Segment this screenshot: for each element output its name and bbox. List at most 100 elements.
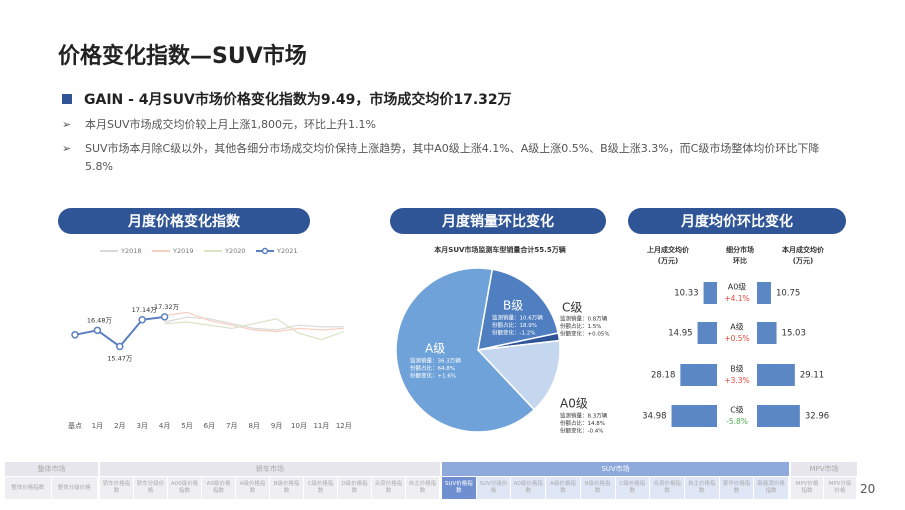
point [160, 313, 169, 321]
data-label: 16.48万 [87, 316, 113, 324]
slice-detail: 份额变化：+0.05% [560, 330, 610, 338]
column-header: (万元) [658, 257, 678, 265]
x-tick-label: 基点 [68, 421, 82, 430]
segment-name: C级 [730, 405, 744, 415]
nav-item[interactable]: 轿车价格指数 [100, 477, 133, 499]
section-pill [628, 208, 846, 234]
x-tick-label: 12月 [336, 422, 352, 430]
pie-slice [477, 268, 560, 351]
x-tick-label: 2月 [114, 422, 125, 430]
column-header: 细分市场 [726, 245, 754, 254]
nav-item[interactable]: A0级价格指数 [202, 477, 235, 499]
nav-item[interactable]: 豪华价格指数 [719, 477, 754, 499]
nav-group: MPV市场 MPV价格指数 MPV分级价格 [791, 462, 857, 499]
slice-label: C级 [562, 301, 582, 315]
bullet: ➢ SUV市场本月除C级以外，其他各细分市场成交均价保持上涨趋势，其中A0级上涨4… [62, 140, 842, 176]
legend-label: Y2018 [120, 247, 142, 255]
nav-group-tab[interactable]: MPV市场 [791, 462, 857, 476]
bullet: ➢ 本月SUV市场成交均价较上月上涨1,800元，环比上升1.1% [62, 116, 842, 134]
nav-item[interactable]: B级价格指数 [580, 477, 615, 499]
nav-item[interactable]: A0级价格指数 [511, 477, 546, 499]
nav-bar: 整体市场 整体价格指数 整体分级价格 轿车市场 轿车价格指数 轿车分级价格 A00级价格指数… [5, 462, 857, 499]
point [138, 316, 146, 324]
slice-detail: 份额变化：+1.6% [410, 372, 456, 380]
slice-detail: 监测销量：8.3万辆 [560, 412, 608, 420]
bar-value: 34.98 [642, 412, 666, 422]
slice-detail: 份额占比：18.9% [492, 321, 537, 329]
bar [703, 282, 717, 304]
slice-label: B级 [503, 299, 523, 313]
change-label: +4.1% [724, 294, 749, 303]
nav-items: SUV价格指数 SUV分级价格 A0级价格指数 A级价格指数 B级价格指数 C级价格指数合… [442, 477, 789, 499]
column-header: 环比 [733, 256, 747, 265]
pie-slice [395, 267, 536, 433]
legend-label: Y2020 [224, 247, 246, 255]
nav-item[interactable]: SUV价格指数 [442, 477, 476, 499]
slice-label: A0级 [560, 397, 588, 411]
nav-item[interactable]: 新能源价格指数 [754, 477, 789, 499]
nav-items: MPV价格指数 MPV分级价格 [791, 477, 857, 499]
legend-label: Y2021 [276, 247, 298, 255]
section-title: 月度销量环比变化 [441, 213, 554, 230]
slice-detail: 监测销量：10.6万辆 [492, 314, 543, 322]
slice-detail: 份额占比：14.8% [560, 419, 605, 427]
nav-item[interactable]: 合资价格指数 [372, 477, 405, 499]
nav-items: 轿车价格指数 轿车分级价格 A00级价格指数 A0级价格指数 A级价格指数 B级价格指数 C… [100, 477, 440, 499]
segment-name: A级 [730, 322, 743, 332]
series-line [164, 311, 344, 333]
column-header: 上月成交均价 [647, 245, 690, 254]
nav-item[interactable]: C级价格指数 [304, 477, 337, 499]
nav-item[interactable]: 合资价格指数 [650, 477, 684, 499]
x-tick-label: 11月 [313, 422, 329, 430]
nav-item[interactable]: D级价格指数 [338, 477, 371, 499]
nav-item[interactable]: 整体分级价格 [51, 477, 97, 499]
nav-item[interactable]: 自主价格指数 [684, 477, 719, 499]
point [116, 342, 124, 351]
bar [757, 282, 771, 304]
nav-item[interactable]: 整体价格指数 [5, 477, 51, 499]
bar-value: 10.33 [674, 289, 698, 299]
bar [757, 322, 777, 344]
nav-item[interactable]: B级价格指数 [270, 477, 303, 499]
series-line [164, 316, 344, 331]
data-label: 15.47万 [107, 354, 133, 362]
series-line [164, 318, 345, 341]
nav-group: 整体市场 整体价格指数 整体分级价格 [5, 462, 98, 499]
slice-detail: 份额变化：-1.2% [492, 329, 535, 337]
nav-group-tab[interactable]: 轿车市场 [100, 462, 440, 476]
nav-item[interactable]: A00级价格指数 [168, 477, 201, 499]
bar-value: 28.18 [651, 371, 675, 381]
x-tick-label: 4月 [159, 422, 170, 430]
pie-title: 本月SUV市场监测车型销量合计55.5万辆 [433, 245, 565, 254]
bar [680, 364, 717, 386]
section-title: 月度价格变化指数 [127, 213, 241, 230]
column-header: (万元) [793, 257, 813, 265]
point [93, 326, 102, 335]
nav-item[interactable]: 轿车分级价格 [134, 477, 167, 499]
nav-item[interactable]: C级价格指数 [615, 477, 650, 499]
nav-group: 轿车市场 轿车价格指数 轿车分级价格 A00级价格指数 A0级价格指数 A级价格指数 B级价… [100, 462, 440, 499]
x-tick-label: 5月 [181, 422, 192, 430]
nav-item[interactable]: A级价格指数 [236, 477, 269, 499]
nav-item[interactable]: 自主价格指数 [406, 477, 439, 499]
nav-item[interactable]: MPV价格指数 [791, 477, 823, 499]
column-header: 本月成交均价 [781, 245, 825, 254]
page-number: 20 [860, 482, 876, 496]
change-label: +0.5% [724, 334, 749, 343]
bullet-text: SUV市场本月除C级以外，其他各细分市场成交均价保持上涨趋势，其中A0级上涨4.… [85, 142, 820, 173]
nav-item[interactable]: A级价格指数 [546, 477, 580, 499]
nav-items: 整体价格指数 整体分级价格 [5, 477, 98, 499]
nav-item[interactable]: MPV分级价格 [824, 477, 856, 499]
nav-group-tab[interactable]: 整体市场 [5, 462, 98, 476]
x-tick-label: 3月 [136, 422, 147, 430]
legend-marker [261, 247, 269, 255]
nav-group-tab[interactable]: SUV市场 [442, 462, 789, 476]
slice-detail: 份额占比：64.8% [410, 364, 455, 372]
headline: GAIN - 4月SUV市场价格变化指数为9.49，市场成交均价17.32万 [62, 89, 512, 109]
nav-item[interactable]: SUV分级价格 [476, 477, 511, 499]
x-tick-label: 10月 [291, 422, 307, 430]
segment-name: A0级 [728, 282, 747, 292]
bar-value: 32.96 [805, 412, 829, 422]
slice-detail: 监测销量：36.3万辆 [410, 357, 461, 365]
